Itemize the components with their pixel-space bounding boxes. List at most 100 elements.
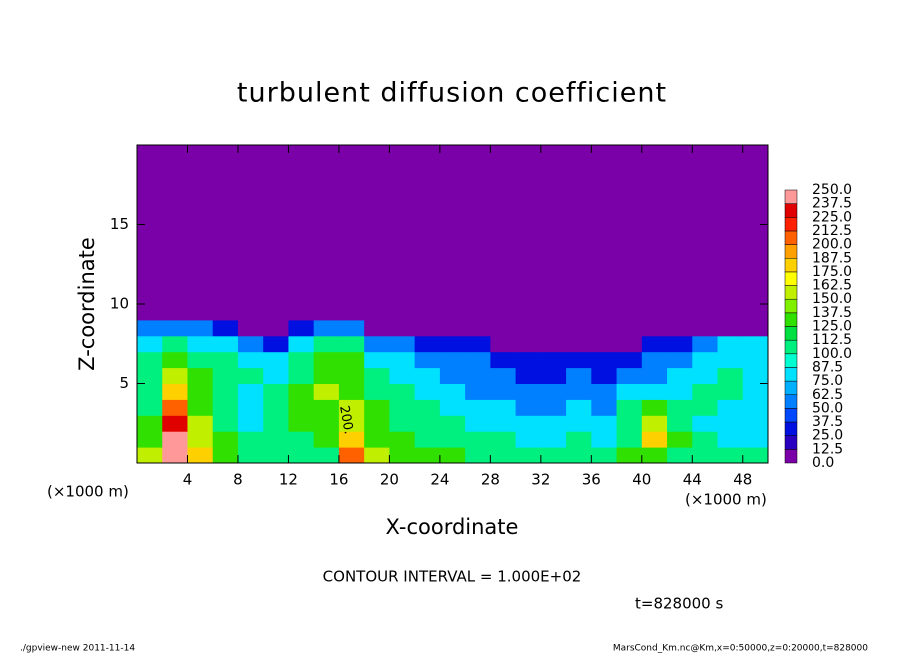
cell bbox=[162, 319, 188, 337]
cell bbox=[717, 399, 744, 416]
x-tick-label: 28 bbox=[481, 471, 500, 489]
field bbox=[137, 145, 769, 464]
cell bbox=[414, 351, 441, 369]
cell bbox=[490, 447, 517, 464]
colorbar-label: 212.5 bbox=[812, 223, 852, 239]
cell bbox=[591, 367, 618, 384]
cell bbox=[616, 304, 643, 321]
cell bbox=[212, 367, 239, 384]
colorbar-label: 25.0 bbox=[812, 428, 843, 444]
cell bbox=[616, 145, 643, 305]
colorbar-label: 225.0 bbox=[812, 209, 852, 225]
colorbar-label: 187.5 bbox=[812, 250, 852, 266]
cell bbox=[439, 319, 466, 337]
cell bbox=[540, 145, 567, 305]
cell bbox=[338, 335, 365, 353]
cell bbox=[288, 447, 315, 464]
cell bbox=[414, 319, 441, 337]
cell bbox=[717, 319, 744, 337]
cell bbox=[187, 367, 214, 384]
cell bbox=[566, 383, 592, 400]
cell bbox=[515, 383, 542, 400]
cell bbox=[667, 447, 693, 464]
cell bbox=[515, 367, 542, 384]
cell bbox=[389, 415, 416, 432]
cell bbox=[212, 447, 239, 464]
cell bbox=[313, 447, 340, 464]
cell bbox=[313, 431, 340, 448]
x-tick-label: 12 bbox=[279, 471, 298, 489]
cell bbox=[616, 415, 643, 432]
cell bbox=[364, 367, 390, 384]
cell bbox=[591, 415, 618, 432]
colorbar-bin bbox=[784, 258, 798, 273]
x-tick-label: 44 bbox=[683, 471, 702, 489]
cell bbox=[237, 415, 264, 432]
cell bbox=[742, 431, 769, 448]
cell bbox=[237, 304, 264, 321]
x-unit-label: (×1000 m) bbox=[47, 483, 129, 501]
cell bbox=[540, 383, 567, 400]
cell bbox=[515, 351, 542, 369]
cell bbox=[616, 399, 643, 416]
cell bbox=[641, 431, 668, 448]
cell bbox=[162, 399, 188, 416]
cell bbox=[465, 304, 491, 321]
cell bbox=[313, 367, 340, 384]
cell bbox=[263, 383, 289, 400]
cell bbox=[667, 145, 693, 305]
cell bbox=[566, 431, 592, 448]
cell bbox=[641, 351, 668, 369]
cell bbox=[187, 351, 214, 369]
cell bbox=[717, 351, 744, 369]
colorbar-bin bbox=[784, 435, 798, 450]
colorbar-bin bbox=[784, 189, 798, 204]
cell bbox=[364, 145, 390, 305]
colorbar-label: 112.5 bbox=[812, 332, 852, 348]
cell bbox=[742, 319, 769, 337]
colorbar-bin bbox=[784, 285, 798, 300]
cell bbox=[162, 351, 188, 369]
colorbar-label: 12.5 bbox=[812, 441, 843, 457]
cell bbox=[212, 351, 239, 369]
cell bbox=[237, 399, 264, 416]
cell bbox=[742, 304, 769, 321]
cell bbox=[389, 431, 416, 448]
cell bbox=[439, 351, 466, 369]
cell bbox=[742, 399, 769, 416]
cell bbox=[263, 319, 289, 337]
cell bbox=[389, 304, 416, 321]
cell bbox=[338, 145, 365, 305]
cell bbox=[616, 431, 643, 448]
cell bbox=[667, 319, 693, 337]
cell bbox=[439, 304, 466, 321]
cell bbox=[515, 145, 542, 305]
cell bbox=[137, 367, 163, 384]
cell bbox=[389, 335, 416, 353]
cell bbox=[137, 447, 163, 464]
colorbar-bin bbox=[784, 230, 798, 245]
cell bbox=[591, 304, 618, 321]
cell bbox=[137, 399, 163, 416]
cell bbox=[465, 399, 491, 416]
cell bbox=[212, 415, 239, 432]
cell bbox=[162, 304, 188, 321]
cell bbox=[591, 351, 618, 369]
cell bbox=[692, 431, 719, 448]
cell bbox=[187, 447, 214, 464]
cell bbox=[515, 399, 542, 416]
colorbar-bin bbox=[784, 217, 798, 232]
cell bbox=[742, 351, 769, 369]
colorbar-bin bbox=[784, 449, 798, 464]
cell bbox=[439, 415, 466, 432]
cell bbox=[364, 447, 390, 464]
cell bbox=[364, 351, 390, 369]
cell bbox=[667, 415, 693, 432]
cell bbox=[338, 351, 365, 369]
cell bbox=[490, 319, 517, 337]
colorbar-label: 0.0 bbox=[812, 455, 834, 471]
cell bbox=[490, 335, 517, 353]
cell bbox=[641, 399, 668, 416]
time-label: t=828000 s bbox=[635, 595, 723, 613]
cell bbox=[515, 319, 542, 337]
